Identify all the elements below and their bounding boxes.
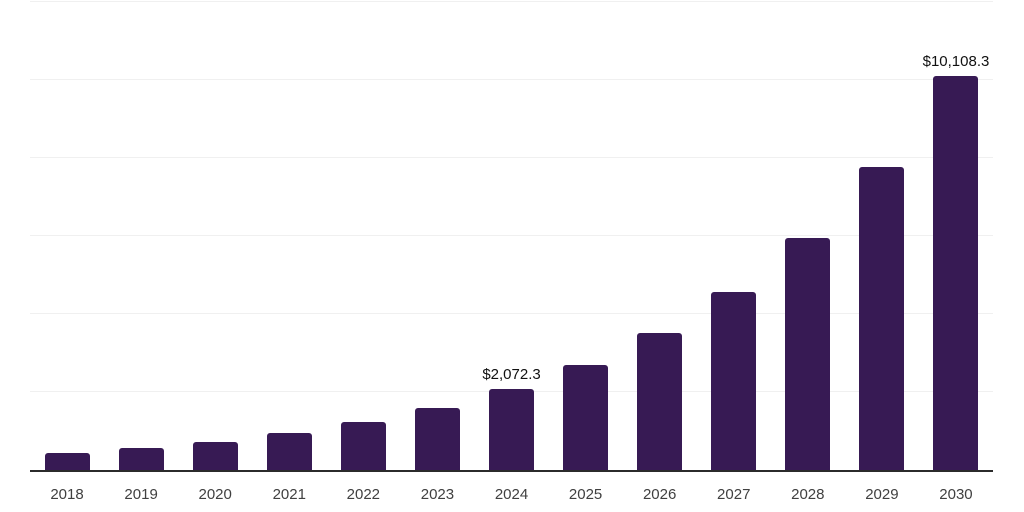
bar-2026 [637,332,683,470]
bar-slot-2019: 2019 [104,2,178,503]
tick-label-2021: 2021 [272,486,306,503]
bar-slot-2027: 2027 [697,2,771,503]
bar-2025 [563,364,609,470]
bar-2023 [414,407,460,470]
tick-label-2018: 2018 [50,486,84,503]
bar-2030 [933,75,979,470]
tick-label-2025: 2025 [568,486,603,503]
bar-slot-2021: 2021 [252,2,326,503]
bar-2024 [489,389,534,470]
bar-slot-2028: 2028 [771,2,845,503]
tick-label-2024: 2024 [494,486,529,503]
tick-label-2019: 2019 [124,486,158,503]
bar-slots: 2018 2019 2020 2021 2022 2023 $2,072.3 2024 2025… [30,2,993,503]
plot-area: 2018 2019 2020 2021 2022 2023 $2,072.3 2024 2025… [30,1,993,503]
bar-2028 [785,237,831,470]
bar-2019 [118,448,164,470]
gridline-12000 [30,1,993,2]
bar-slot-2023: 2023 [400,2,474,503]
bar-2018 [44,453,90,470]
tick-label-2029: 2029 [865,486,899,503]
tick-label-2028: 2028 [791,486,825,503]
bar-2020 [192,441,238,470]
bar-slot-2020: 2020 [178,2,252,503]
bar-2021 [266,433,312,470]
gridline-4000 [30,313,993,315]
bar-2022 [340,422,386,470]
bar-slot-2026: 2026 [623,2,697,503]
bar-slot-2018: 2018 [30,2,104,503]
bar-slot-2025: 2025 [549,2,623,503]
tick-label-2020: 2020 [198,486,232,503]
bar-2027 [711,291,757,470]
data-label-2030: $10,108.3 [922,52,990,70]
bar-2029 [859,167,905,470]
data-label-2024: $2,072.3 [482,366,541,384]
bar-slot-2022: 2022 [326,2,400,503]
gridline-8000 [30,157,993,159]
bar-slot-2024: $2,072.3 2024 [474,2,548,503]
tick-label-2023: 2023 [420,486,455,503]
tick-label-2026: 2026 [642,486,677,503]
gridline-10000 [30,79,993,80]
tick-label-2022: 2022 [346,486,381,503]
bar-slot-2029: 2029 [845,2,919,503]
bar-slot-2030: $10,108.3 2030 [919,2,993,503]
tick-label-2030: 2030 [939,486,973,503]
gridline-6000 [30,235,993,236]
tick-label-2027: 2027 [717,486,751,503]
